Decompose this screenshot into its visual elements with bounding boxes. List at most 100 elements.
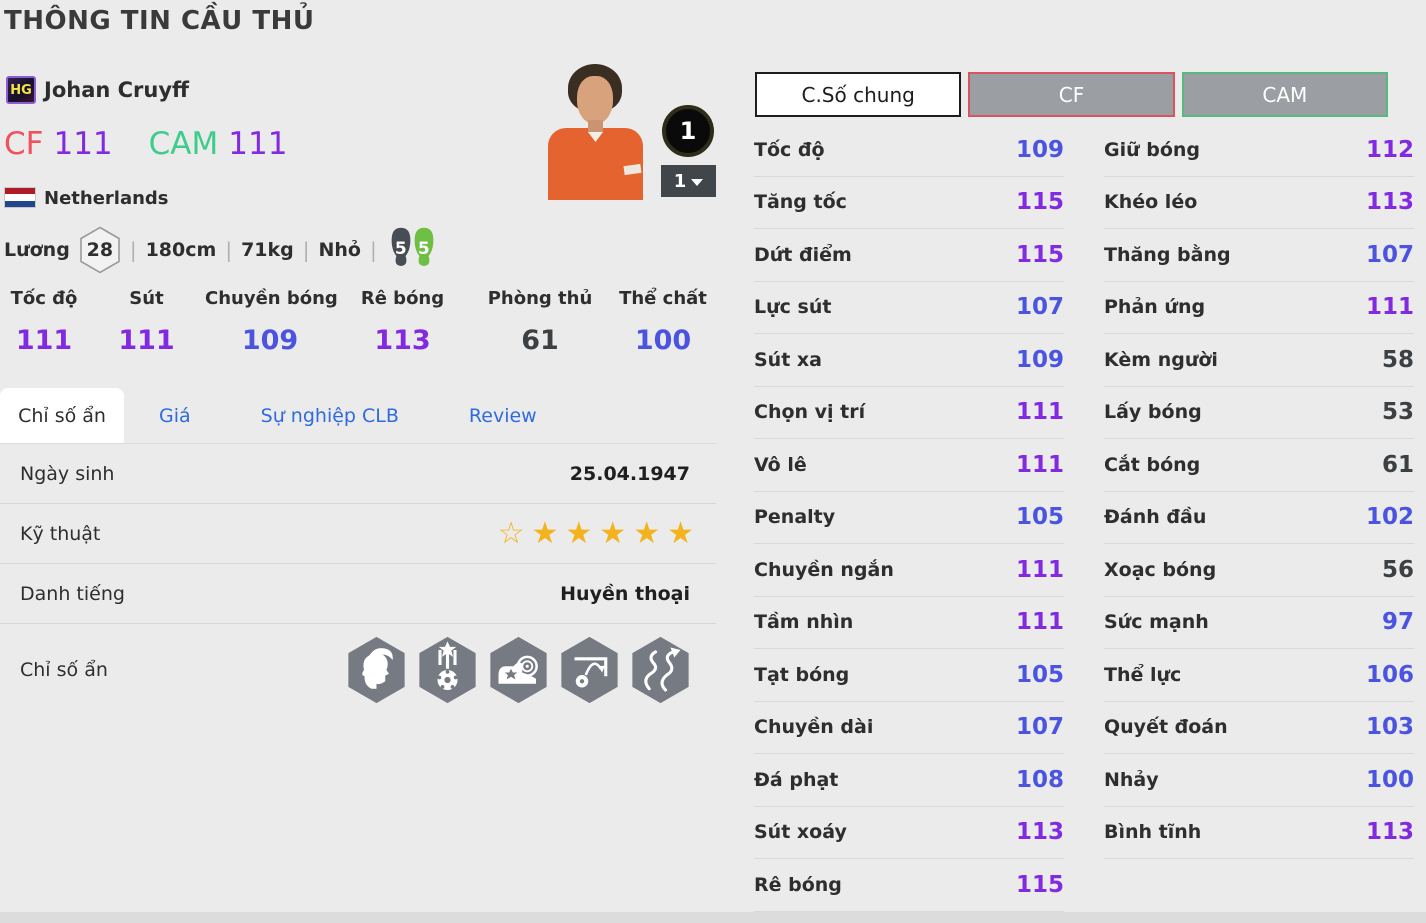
stat-value: 61: [1381, 451, 1414, 478]
stat-label: Vô lê: [754, 453, 807, 476]
stat-value: 107: [1015, 294, 1064, 321]
summary-stat: Phòng thủ 61: [470, 288, 610, 356]
player-meta-row: Lương 28 | 180cm | 71kg | Nhỏ | 5 5: [4, 226, 437, 274]
stat-value: 105: [1015, 504, 1064, 531]
tab-hidden-stats[interactable]: Chỉ số ẩn: [0, 388, 124, 443]
skill-moves-row: Kỹ thuật ☆ ★ ★ ★ ★ ★: [0, 504, 716, 564]
stat-label: Thể lực: [1104, 663, 1182, 686]
stat-value: 112: [1365, 136, 1414, 163]
netherlands-flag-icon: [4, 187, 36, 208]
position-tab-general[interactable]: C.Số chung: [755, 72, 962, 117]
meta-divider: |: [302, 238, 310, 262]
summary-stat-value: 61: [521, 325, 559, 356]
stat-row: Penalty 105: [754, 492, 1064, 544]
star-filled-icon: ★: [565, 515, 593, 551]
position-tab-cf[interactable]: CF: [968, 72, 1175, 117]
medal-ball-icon[interactable]: [416, 635, 479, 705]
stat-label: Chuyền dài: [754, 716, 874, 739]
stat-label: Đánh đầu: [1104, 506, 1207, 529]
summary-stat: Tốc độ 111: [0, 288, 88, 356]
stat-value: 111: [1015, 451, 1064, 478]
stat-label: Tốc độ: [754, 138, 825, 161]
star-filled-icon: ★: [599, 515, 627, 551]
stat-row: Đánh đầu 102: [1104, 492, 1414, 544]
section-divider: [0, 912, 1426, 923]
stat-row: Kèm người 58: [1104, 334, 1414, 387]
summary-stat: Chuyền bóng 109: [205, 288, 338, 356]
summary-stat-value: 113: [374, 325, 431, 356]
stat-value: 115: [1015, 189, 1064, 216]
hidden-stats-row: Chỉ số ẩn: [0, 624, 716, 716]
birth-date-label: Ngày sinh: [20, 462, 115, 485]
stat-value: 53: [1381, 399, 1414, 426]
stat-row: Vô lê 111: [754, 439, 1064, 492]
stat-label: Chọn vị trí: [754, 401, 866, 424]
stat-label: Khéo léo: [1104, 191, 1198, 214]
stat-value: 113: [1365, 819, 1414, 846]
summary-stat-label: Rê bóng: [360, 288, 445, 309]
stat-label: Phản ứng: [1104, 296, 1206, 319]
stat-value: 111: [1015, 556, 1064, 583]
stat-value: 102: [1365, 504, 1414, 531]
right-foot-value: 5: [417, 239, 430, 259]
chip-goal-icon[interactable]: [558, 635, 621, 705]
summary-stats: Tốc độ 111 Sút 111 Chuyền bóng 109 Rê bóng 113 P…: [0, 288, 716, 356]
stat-row: Quyết đoán 103: [1104, 702, 1414, 754]
stat-value: 100: [1365, 766, 1414, 793]
tab-club-career[interactable]: Sự nghiệp CLB: [260, 404, 399, 427]
summary-stat: Rê bóng 113: [335, 288, 470, 356]
dribble-paths-icon[interactable]: [629, 635, 692, 705]
stat-label: Đá phạt: [754, 768, 839, 791]
boot-target-icon[interactable]: [487, 635, 550, 705]
meta-divider: |: [225, 238, 233, 262]
stat-label: Sút xoáy: [754, 821, 847, 844]
summary-stat-label: Tốc độ: [10, 288, 78, 309]
hidden-stats-icons: [345, 635, 716, 705]
tab-review[interactable]: Review: [468, 404, 537, 427]
detailed-stats: Tốc độ 109 Tăng tốc 115 Dứt điểm 115 Lực sút 10…: [754, 124, 1414, 912]
level-dropdown[interactable]: 1: [661, 165, 716, 197]
stat-row: Tốc độ 109: [754, 124, 1064, 177]
left-foot-value: 5: [394, 239, 407, 259]
summary-stat: Thể chất 100: [610, 288, 716, 356]
stat-value: 111: [1015, 609, 1064, 636]
summary-stat-label: Chuyền bóng: [205, 288, 338, 309]
stat-row: Lấy bóng 53: [1104, 387, 1414, 439]
player-photo: [548, 64, 643, 200]
level-dropdown-value: 1: [673, 170, 687, 192]
stat-value: 109: [1015, 346, 1064, 373]
stat-row: Thể lực 106: [1104, 649, 1414, 702]
weak-foot-rating: 5 5: [388, 227, 437, 273]
stat-value: 56: [1381, 556, 1414, 583]
stat-value: 108: [1015, 766, 1064, 793]
stat-row: Bình tĩnh 113: [1104, 807, 1414, 859]
stat-value: 115: [1015, 871, 1064, 898]
stat-row: Sút xa 109: [754, 334, 1064, 387]
stat-row: Tăng tốc 115: [754, 177, 1064, 229]
stat-row: Lực sút 107: [754, 282, 1064, 334]
body-type-value: Nhỏ: [318, 239, 361, 261]
stat-value: 103: [1365, 714, 1414, 741]
summary-stat-value: 111: [118, 325, 175, 356]
stat-value: 111: [1365, 294, 1414, 321]
stat-label: Lực sút: [754, 296, 832, 319]
hidden-stats-label: Chỉ số ẩn: [20, 659, 108, 681]
stat-row: Cắt bóng 61: [1104, 439, 1414, 492]
skill-moves-label: Kỹ thuật: [20, 522, 101, 545]
left-foot-icon: 5: [388, 227, 414, 273]
position-cf-rating: 111: [53, 126, 113, 162]
page-title: THÔNG TIN CẦU THỦ: [4, 6, 315, 36]
birth-date-row: Ngày sinh 25.04.1947: [0, 444, 716, 504]
stat-label: Sút xa: [754, 348, 822, 371]
stat-label: Chuyền ngắn: [754, 558, 894, 581]
stat-row: Chuyền dài 107: [754, 702, 1064, 754]
tab-price[interactable]: Giá: [159, 404, 191, 427]
head-flair-icon[interactable]: [345, 635, 408, 705]
fame-value: Huyền thoại: [560, 582, 690, 605]
stat-row: Chọn vị trí 111: [754, 387, 1064, 439]
stat-row: Phản ứng 111: [1104, 282, 1414, 334]
position-tab-cam[interactable]: CAM: [1181, 72, 1388, 117]
right-foot-icon: 5: [411, 227, 437, 273]
level-badge: 1: [662, 105, 714, 157]
